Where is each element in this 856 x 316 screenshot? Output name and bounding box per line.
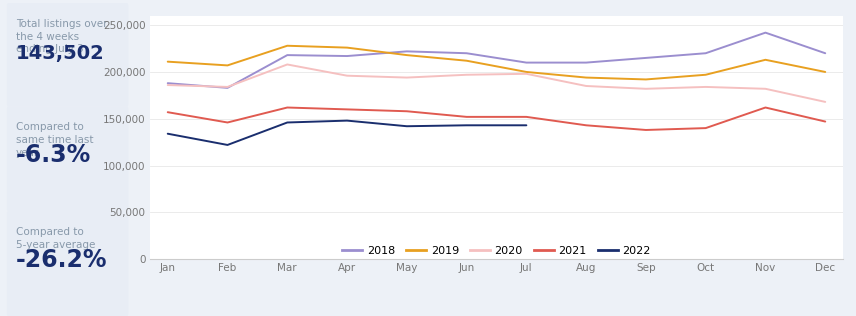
FancyBboxPatch shape [7,211,128,316]
2020 [581,84,591,88]
2019 [163,60,173,64]
2020 [641,87,651,91]
2020 [342,74,352,78]
2021 [820,120,830,124]
2022 [521,124,532,127]
2019 [820,70,830,74]
2018 [461,51,472,55]
Text: -6.3%: -6.3% [15,143,91,167]
Text: Compared to
5-year average: Compared to 5-year average [15,227,95,250]
2019 [700,73,710,77]
2018 [581,61,591,64]
2020 [401,76,412,79]
2021 [223,121,233,125]
Text: -26.2%: -26.2% [15,248,107,272]
FancyBboxPatch shape [7,106,128,211]
2018 [342,54,352,58]
Text: Total listings over
the 4 weeks
ending July 3: Total listings over the 4 weeks ending J… [15,19,107,54]
2021 [581,124,591,127]
2021 [282,106,293,109]
2019 [581,76,591,79]
Line: 2019: 2019 [168,46,825,79]
2021 [163,110,173,114]
2020 [521,72,532,76]
Text: 143,502: 143,502 [15,44,104,63]
2018 [163,81,173,85]
2021 [700,126,710,130]
2020 [461,73,472,77]
2019 [461,59,472,63]
Legend: 2018, 2019, 2020, 2021, 2022: 2018, 2019, 2020, 2021, 2022 [342,246,651,256]
2022 [282,121,293,125]
FancyBboxPatch shape [7,3,128,106]
2022 [163,132,173,136]
2020 [163,83,173,87]
2019 [641,77,651,81]
2019 [342,46,352,50]
2020 [820,100,830,104]
2021 [401,109,412,113]
2018 [820,51,830,55]
2019 [282,44,293,48]
2021 [521,115,532,119]
2020 [760,87,770,91]
2018 [401,50,412,53]
2022 [223,143,233,147]
2018 [282,53,293,57]
2018 [700,51,710,55]
2020 [223,85,233,89]
2018 [521,61,532,64]
2019 [760,58,770,62]
2022 [461,124,472,127]
2019 [223,64,233,67]
2020 [700,85,710,89]
2019 [401,53,412,57]
Text: Compared to
same time last
year: Compared to same time last year [15,122,93,158]
2022 [401,124,412,128]
Line: 2021: 2021 [168,107,825,130]
Line: 2022: 2022 [168,121,526,145]
2021 [760,106,770,109]
2019 [521,70,532,74]
2018 [760,31,770,34]
Line: 2018: 2018 [168,33,825,88]
2020 [282,63,293,66]
2018 [641,56,651,60]
2021 [641,128,651,132]
2021 [461,115,472,119]
2018 [223,86,233,90]
2021 [342,107,352,111]
Line: 2020: 2020 [168,64,825,102]
2022 [342,119,352,123]
